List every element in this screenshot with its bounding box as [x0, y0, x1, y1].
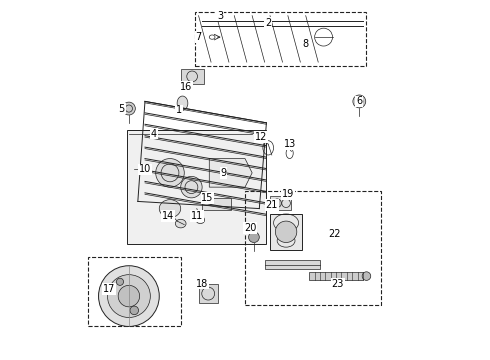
Ellipse shape [117, 278, 123, 285]
Ellipse shape [98, 266, 159, 327]
Ellipse shape [156, 158, 184, 187]
Text: 15: 15 [201, 193, 214, 203]
Text: 12: 12 [255, 132, 267, 142]
Ellipse shape [118, 285, 140, 307]
Bar [270, 214, 302, 249]
Polygon shape [209, 158, 252, 187]
Ellipse shape [353, 95, 366, 108]
Bar [245, 191, 381, 305]
Bar [270, 196, 292, 210]
Bar [309, 272, 363, 280]
Text: 4: 4 [151, 129, 157, 139]
Ellipse shape [159, 200, 181, 217]
Text: 10: 10 [139, 164, 151, 174]
Ellipse shape [175, 219, 186, 228]
Bar [88, 257, 181, 327]
Ellipse shape [177, 96, 188, 111]
Text: 1: 1 [176, 105, 182, 115]
Ellipse shape [122, 102, 135, 115]
Ellipse shape [273, 199, 281, 207]
Text: 16: 16 [180, 82, 192, 92]
Ellipse shape [130, 306, 139, 315]
Text: 20: 20 [244, 223, 257, 233]
Ellipse shape [248, 232, 259, 243]
Text: 21: 21 [266, 200, 278, 210]
Bar [181, 69, 204, 84]
Text: 3: 3 [217, 11, 223, 21]
Polygon shape [265, 260, 320, 269]
Text: 2: 2 [265, 18, 271, 28]
Text: 18: 18 [196, 279, 208, 289]
Text: 19: 19 [282, 189, 294, 199]
Text: 17: 17 [103, 284, 116, 294]
Text: 13: 13 [284, 139, 296, 149]
Text: 9: 9 [220, 168, 227, 178]
Ellipse shape [181, 176, 202, 198]
Text: 6: 6 [356, 96, 363, 107]
Bar [198, 284, 218, 303]
Text: 8: 8 [303, 39, 309, 49]
Polygon shape [202, 198, 231, 210]
Bar [195, 12, 367, 66]
Ellipse shape [107, 275, 150, 318]
Polygon shape [127, 130, 267, 244]
Ellipse shape [362, 272, 371, 280]
Text: 23: 23 [332, 279, 344, 289]
Text: 7: 7 [196, 32, 202, 42]
Text: 14: 14 [162, 211, 174, 221]
Text: 22: 22 [328, 229, 341, 239]
Ellipse shape [275, 221, 297, 243]
Text: 11: 11 [191, 211, 203, 221]
Text: 5: 5 [119, 104, 125, 113]
